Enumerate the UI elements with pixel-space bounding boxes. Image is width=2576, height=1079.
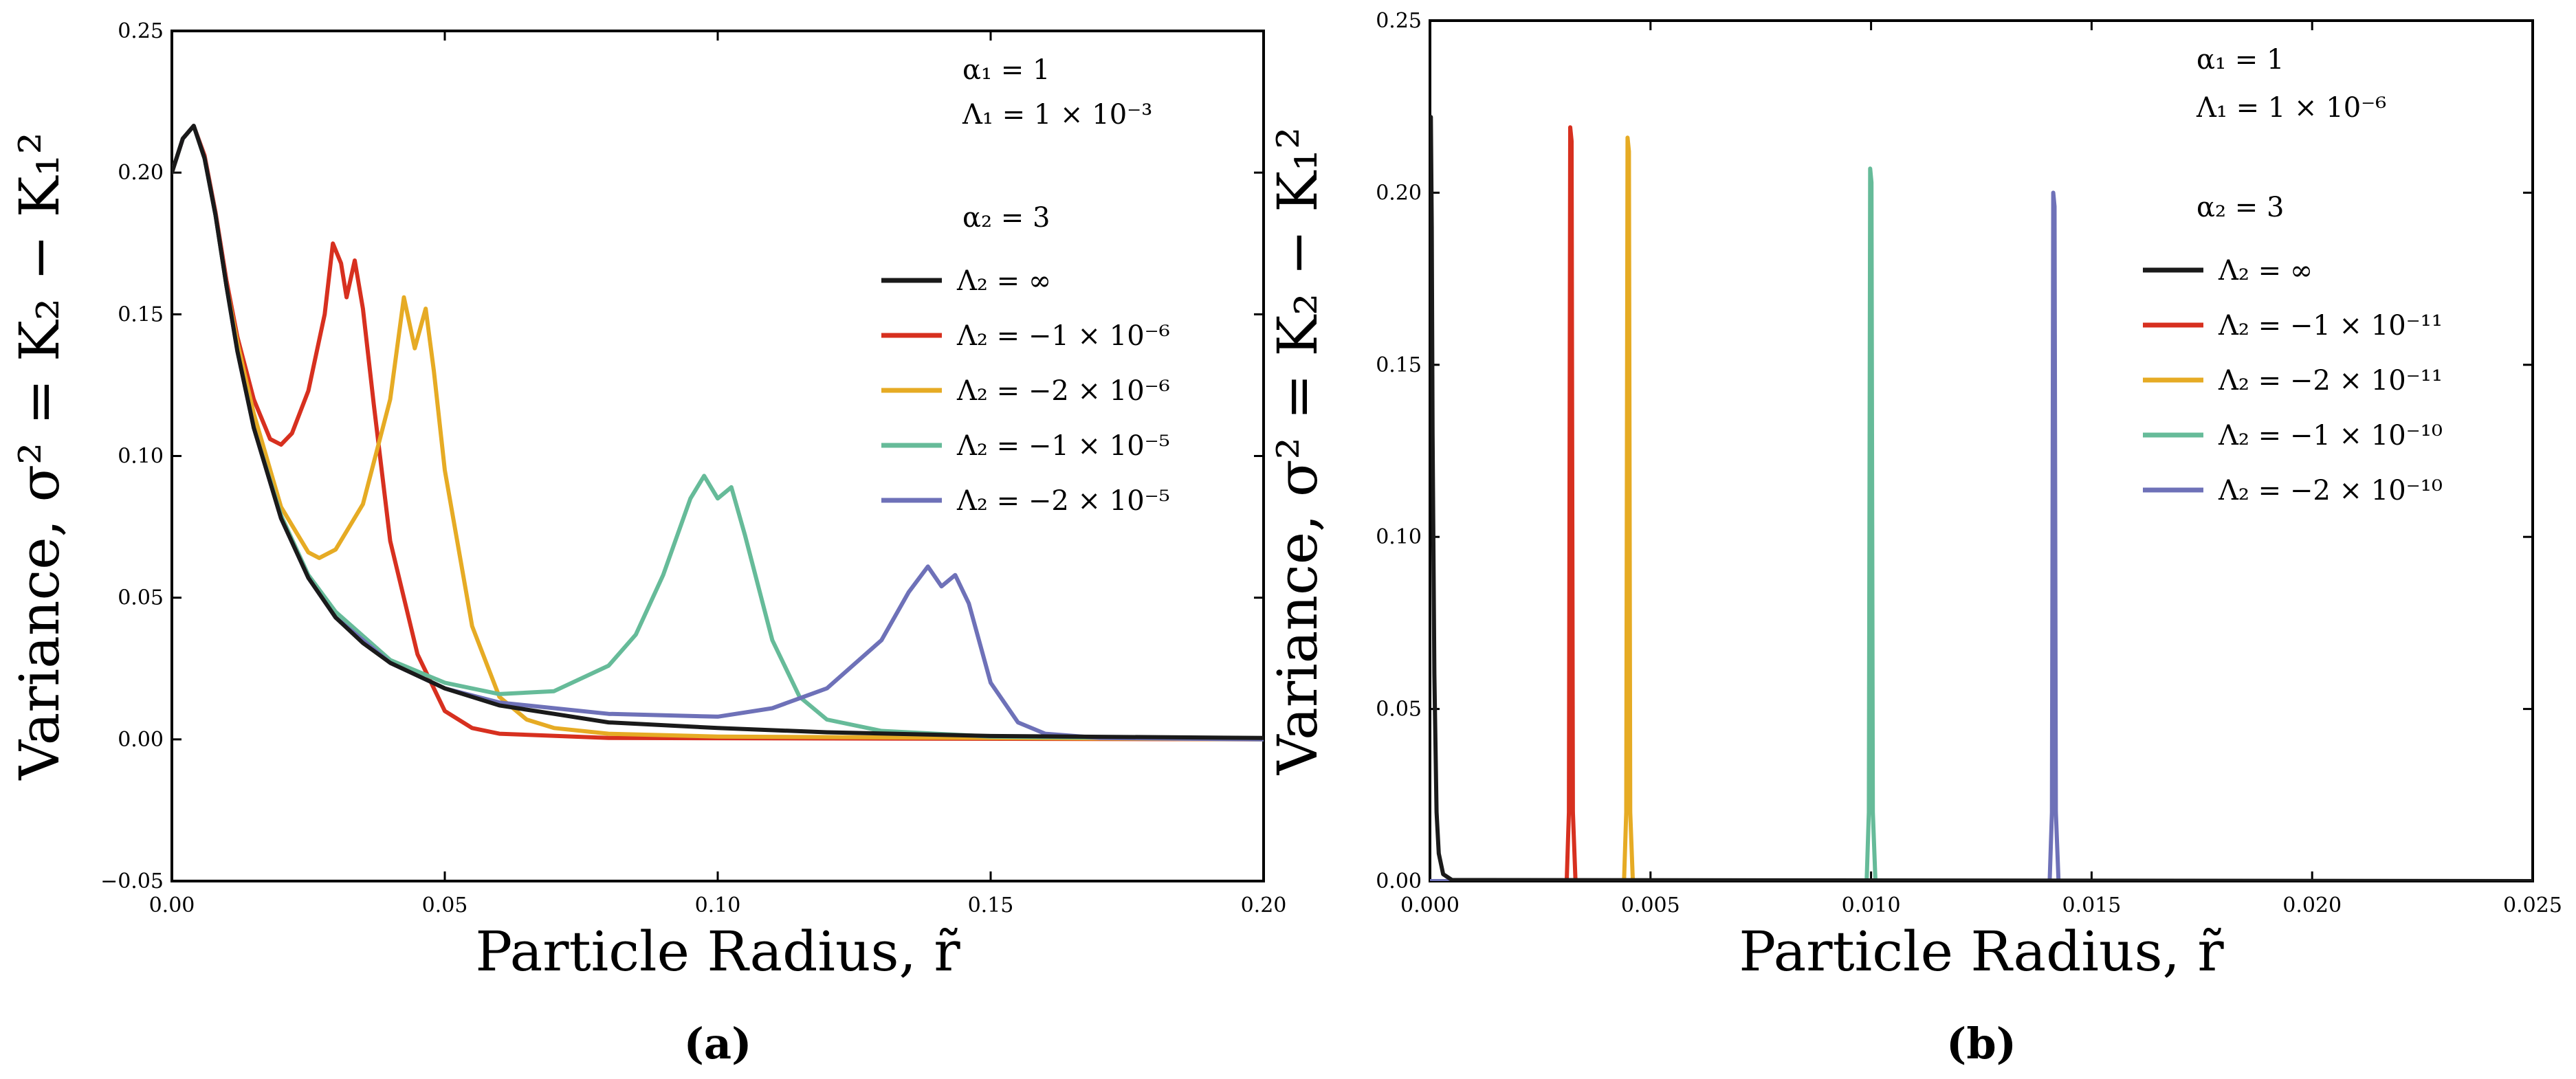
marks-b: 0.000 0.005 0.010 0.015 0.020 0.025 0.00 0.05 0.… [1376,9,2562,917]
series-line [1430,115,2533,881]
param-block-b: α₁ = 1 Λ₁ = 1 × 10⁻⁶ α₂ = 3 [2196,44,2386,223]
param-alpha1-a: α₁ = 1 [962,54,1050,86]
series-lines [1430,115,2533,881]
x-tick-label: 0.000 [1400,893,1460,917]
y-tick-label: −0.05 [100,869,164,893]
param-alpha2-a: α₂ = 3 [962,202,1050,234]
y-tick-label: 0.25 [1376,9,1422,33]
y-axis-label-b: Variance, σ² = K₂ − K₁² [1266,127,1330,775]
x-tick-label: 0.05 [422,893,468,917]
y-tick-label: 0.10 [1376,525,1422,549]
x-tick-label: 0.005 [1621,893,1680,917]
y-tick-label: 0.15 [1376,353,1422,377]
param-alpha2-b: α₂ = 3 [2197,192,2284,223]
x-tick-label: 0.010 [1842,893,1901,917]
y-tick-label: 0.00 [118,728,164,752]
y-tick-label: 0.05 [1376,698,1422,722]
param-alpha1-b: α₁ = 1 [2197,44,2284,76]
legend-entry: Λ₂ = −2 × 10⁻⁶ [956,375,1170,407]
y-tick-label: 0.25 [118,19,164,43]
legend-entry: Λ₂ = ∞ [2218,255,2313,287]
marks-a: 0.00 0.05 0.10 0.15 0.20−0.050.000.050.100.1… [100,19,1286,917]
panel-b: 0.000 0.005 0.010 0.015 0.020 0.025 0.00 0.05 0.… [1266,9,2562,1069]
y-tick-label: 0.05 [118,586,164,610]
y-tick-label: 0.15 [118,302,164,326]
series-line [1430,135,2533,881]
x-tick-label: 0.020 [2282,893,2342,917]
series-line [1430,166,2533,881]
x-tick-label: 0.10 [695,893,741,917]
y-tick-label: 0.10 [118,445,164,469]
legend-a: Λ₂ = ∞ Λ₂ = −1 × 10⁻⁶ Λ₂ = −2 × 10⁻⁶ Λ₂ = −… [881,265,1170,517]
legend-entry: Λ₂ = −2 × 10⁻⁵ [956,485,1170,517]
series-line [1430,190,2533,881]
x-tick-label: 0.15 [968,893,1014,917]
legend-entry: Λ₂ = −1 × 10⁻⁵ [956,430,1170,462]
legend-entry: Λ₂ = −1 × 10⁻¹⁰ [2218,420,2443,452]
y-tick-label: 0.20 [118,161,164,185]
x-axis-label-a: Particle Radius, r̃ [475,920,960,983]
x-tick-label: 0.20 [1241,893,1287,917]
param-lambda1-b: Λ₁ = 1 × 10⁻⁶ [2196,92,2386,124]
legend-entry: Λ₂ = −1 × 10⁻⁶ [956,320,1170,352]
x-tick-label: 0.025 [2503,893,2562,917]
series-line [172,124,1264,740]
y-tick-label: 0.00 [1376,869,1422,893]
y-tick-label: 0.20 [1376,181,1422,205]
panel-label-a: (a) [684,1019,752,1069]
series-line [1430,125,2533,881]
param-lambda1-a: Λ₁ = 1 × 10⁻³ [962,99,1152,131]
series-lines [172,124,1264,742]
x-tick-label: 0.015 [2062,893,2121,917]
x-axis-label-b: Particle Radius, r̃ [1739,920,2224,983]
legend-entry: Λ₂ = −2 × 10⁻¹⁰ [2218,475,2443,507]
legend-entry: Λ₂ = −2 × 10⁻¹¹ [2218,365,2443,397]
param-block-a: α₁ = 1 Λ₁ = 1 × 10⁻³ α₂ = 3 [962,54,1152,234]
x-tick-label: 0.00 [149,893,195,917]
legend-entry: Λ₂ = ∞ [956,265,1051,297]
legend-b: Λ₂ = ∞ Λ₂ = −1 × 10⁻¹¹ Λ₂ = −2 × 10⁻¹¹ Λ₂ =… [2143,255,2443,507]
panel-label-b: (b) [1946,1019,2016,1069]
panel-a: 0.00 0.05 0.10 0.15 0.20−0.050.000.050.100.1… [8,19,1286,1069]
legend-entry: Λ₂ = −1 × 10⁻¹¹ [2218,310,2443,342]
y-axis-label-a: Variance, σ² = K₂ − K₁² [8,132,71,780]
